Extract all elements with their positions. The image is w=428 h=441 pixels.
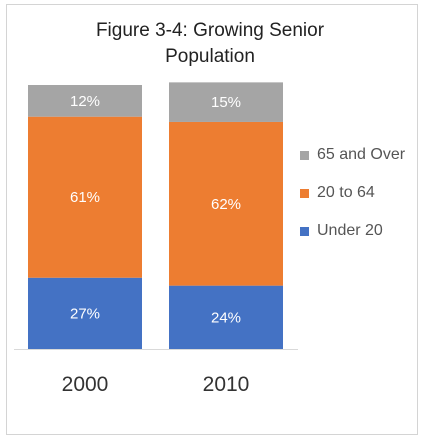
- data-label-2000-65-and-over: 12%: [70, 93, 100, 110]
- legend-label-20-to-64: 20 to 64: [317, 184, 375, 201]
- legend-item-20-to-64: 20 to 64: [300, 184, 405, 202]
- chart-title: Figure 3-4: Growing Senior Population: [0, 18, 420, 70]
- chart-title-line-2: Population: [165, 46, 255, 67]
- x-tick-label-2010: 2010: [203, 373, 250, 396]
- chart-title-line-1: Figure 3-4: Growing Senior: [95, 20, 325, 41]
- legend-item-65-and-over: 65 and Over: [300, 146, 405, 164]
- legend-label-65-and-over: 65 and Over: [317, 146, 406, 163]
- bar-2000-under-20: [28, 277, 142, 349]
- legend-swatch-65-and-over: [300, 150, 309, 160]
- bar-2010-under-20: [169, 285, 283, 349]
- legend-swatch-under-20: [300, 226, 309, 236]
- data-label-2010-under-20: 24%: [211, 309, 241, 326]
- bar-2010-20-to-64: [169, 121, 283, 286]
- bar-2010-65-and-over: [169, 82, 283, 122]
- legend: 65 and Over 20 to 64 Under 20: [300, 146, 405, 260]
- data-label-2010-20-to-64: 62%: [211, 196, 241, 213]
- data-label-2000-20-to-64: 61%: [70, 189, 100, 206]
- bar-2000-65-and-over: [28, 85, 142, 117]
- legend-label-under-20: Under 20: [317, 222, 383, 239]
- legend-swatch-20-to-64: [300, 188, 309, 198]
- data-label-2010-65-and-over: 15%: [211, 94, 241, 111]
- x-tick-label-2000: 2000: [62, 373, 109, 396]
- legend-item-under-20: Under 20: [300, 222, 405, 240]
- bar-2000-20-to-64: [28, 116, 142, 278]
- data-label-2000-under-20: 27%: [70, 305, 100, 322]
